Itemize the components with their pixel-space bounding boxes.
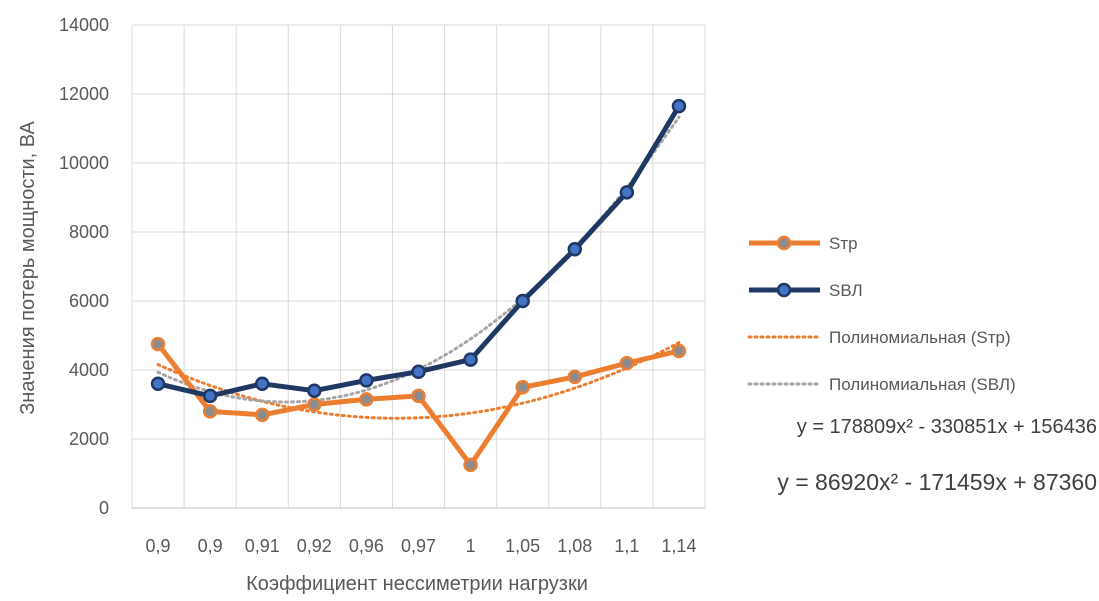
legend: Sтр SВЛ Полиномиальная (Sтр) Полиномиальная…	[747, 234, 1016, 394]
x-tick-label: 0,9	[198, 536, 223, 556]
y-tick-label: 6000	[69, 291, 109, 311]
trendline-equation-1: y = 178809x² - 330851x + 156436	[797, 416, 1097, 438]
x-tick-label: 1,14	[661, 536, 696, 556]
y-axis-title: Значения потерь мощности, ВА	[17, 121, 39, 415]
y-tick-labels: 0 2000 4000 6000 8000 10000 12000 14000	[59, 15, 109, 518]
data-point	[567, 369, 583, 385]
x-tick-label: 0,91	[245, 536, 280, 556]
data-point	[619, 355, 635, 371]
legend-label: Sтр	[829, 234, 858, 253]
gridlines	[131, 24, 706, 509]
y-tick-label: 12000	[59, 84, 109, 104]
x-tick-label: 0,96	[349, 536, 384, 556]
y-tick-label: 0	[99, 498, 109, 518]
data-point	[150, 376, 166, 392]
data-point	[463, 352, 478, 367]
x-tick-label: 0,9	[146, 536, 171, 556]
data-point	[567, 242, 583, 257]
data-point	[515, 380, 530, 395]
data-point	[463, 457, 478, 473]
legend-label: Полиномиальная (Sтр)	[829, 328, 1011, 347]
y-tick-label: 8000	[69, 222, 109, 242]
data-point	[202, 388, 218, 404]
x-tick-label: 1	[466, 536, 476, 556]
data-point	[307, 397, 322, 412]
data-point	[254, 407, 270, 423]
y-tick-label: 2000	[69, 429, 109, 449]
data-point	[671, 343, 687, 359]
legend-swatch-marker	[776, 282, 792, 298]
data-point	[150, 336, 166, 352]
x-tick-labels: 0,9 0,9 0,91 0,92 0,96 0,97 1 1,05 1,08 1,1 1,14	[146, 536, 697, 556]
series-markers	[150, 98, 687, 473]
trendline-equation-2: y = 86920x² - 171459x + 87360	[777, 469, 1097, 495]
x-tick-label: 1,1	[614, 536, 639, 556]
x-tick-label: 0,92	[297, 536, 332, 556]
x-tick-label: 1,08	[557, 536, 592, 556]
legend-swatch-marker	[776, 235, 792, 251]
y-tick-label: 4000	[69, 360, 109, 380]
x-axis-title: Коэффициент нессиметрии нагрузки	[246, 573, 588, 595]
y-tick-label: 10000	[59, 153, 109, 173]
data-point	[515, 293, 530, 309]
data-point	[671, 98, 687, 114]
data-point	[411, 364, 426, 379]
y-tick-label: 14000	[59, 15, 109, 35]
data-point	[202, 404, 218, 419]
data-point	[411, 388, 426, 404]
legend-label: SВЛ	[829, 281, 863, 300]
data-point	[359, 392, 374, 407]
data-point	[359, 373, 374, 388]
x-tick-label: 0,97	[401, 536, 436, 556]
legend-label: Полиномиальная (SВЛ)	[829, 375, 1016, 394]
data-point	[254, 376, 270, 392]
data-point	[619, 185, 635, 200]
data-point	[307, 383, 322, 398]
trendline	[156, 341, 681, 420]
x-tick-label: 1,05	[505, 536, 540, 556]
